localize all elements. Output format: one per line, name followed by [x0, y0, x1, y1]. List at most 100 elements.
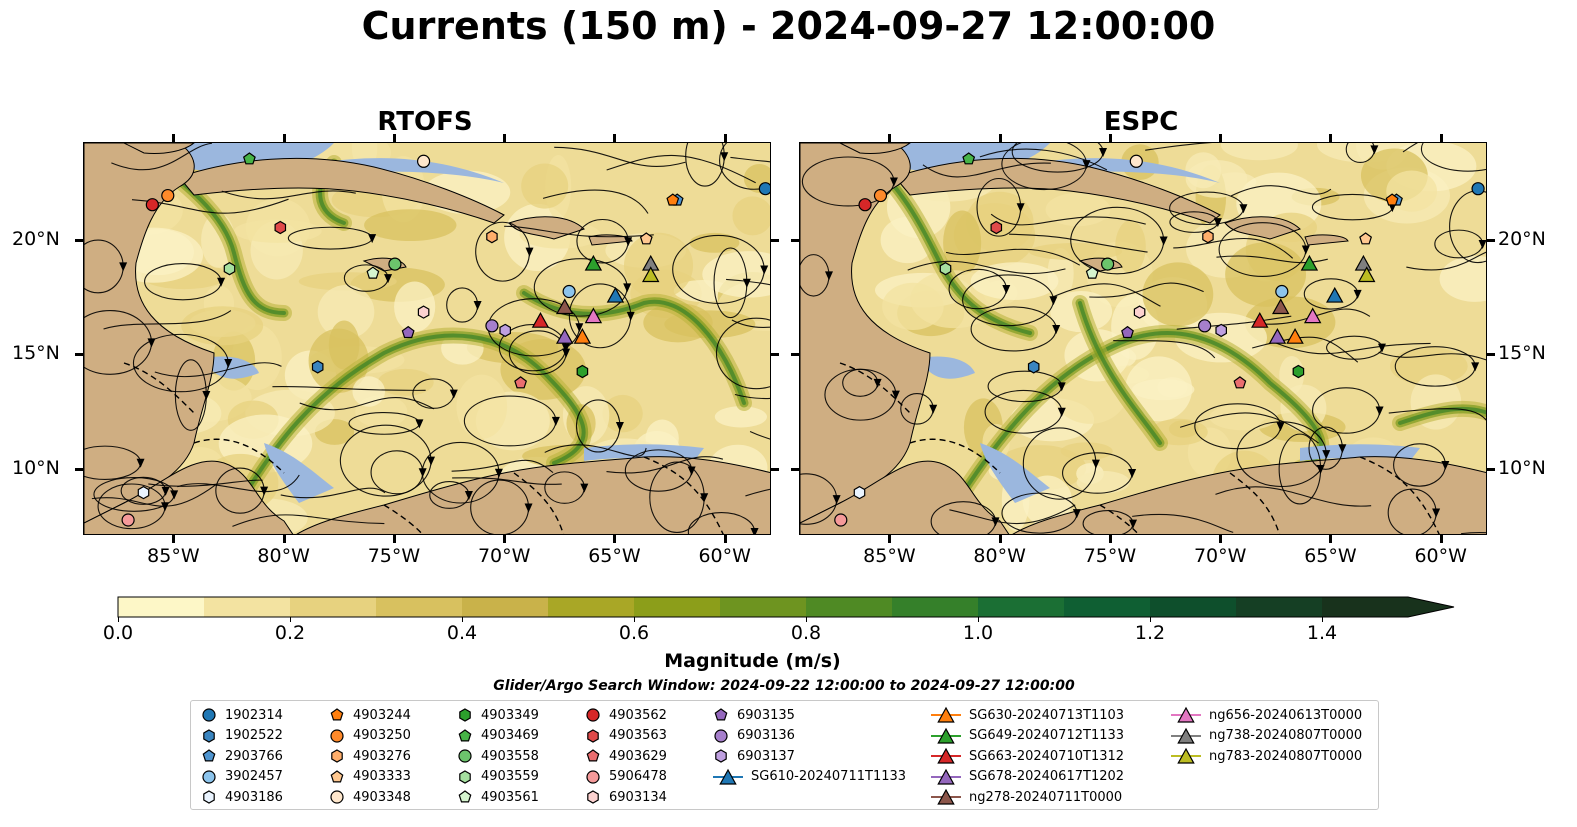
search-window-text: Glider/Argo Search Window: 2024-09-22 12…	[493, 678, 1075, 694]
colorbar-segment	[1322, 597, 1409, 617]
triangle-marker	[555, 327, 574, 344]
speed-patch	[943, 210, 982, 276]
legend-marker-icon	[1171, 747, 1201, 764]
speed-patch	[352, 376, 386, 407]
legend-label: 1902314	[225, 707, 283, 723]
streamline-arrow	[562, 348, 571, 358]
streamline	[1050, 283, 1161, 307]
streamline-arrow	[1082, 160, 1091, 170]
speed-patch	[181, 306, 264, 346]
colorbar-segment	[1236, 597, 1323, 617]
lon-label: 60°W	[1414, 545, 1467, 567]
streamline	[177, 474, 300, 492]
legend-item: 4903558	[457, 747, 539, 765]
legend-marker-icon	[330, 708, 344, 721]
lon-label: 75°W	[1083, 545, 1137, 567]
legend-label: 6903135	[737, 707, 795, 723]
streamline-arrow	[464, 490, 473, 500]
colorbar-tick-mark	[978, 617, 979, 622]
colorbar-tick-label: 0.0	[102, 622, 134, 644]
streamline-arrow	[384, 274, 393, 284]
pentagon-marker	[458, 728, 472, 741]
hexagon-marker	[137, 485, 150, 500]
legend-label: SG663-20240710T1312	[969, 748, 1125, 764]
circle-marker	[416, 154, 431, 168]
streamline-arrow	[561, 343, 570, 353]
triangle-marker	[1177, 706, 1195, 723]
legend-item: SG649-20240712T1133	[931, 727, 1124, 745]
streamline	[1132, 513, 1234, 533]
lat-label: 20°N	[12, 228, 60, 251]
streamline	[1265, 308, 1371, 325]
lon-tick	[1219, 535, 1223, 543]
streamline-arrow	[551, 416, 560, 426]
colorbar-segment	[118, 597, 205, 617]
speed-patch	[1060, 442, 1113, 461]
lon-tick	[503, 134, 507, 142]
pentagon-marker	[962, 152, 976, 165]
pentagon-marker	[1085, 266, 1099, 279]
legend-marker-icon	[203, 790, 215, 804]
legend-label: 4903276	[353, 748, 411, 764]
streamline-arrow	[700, 493, 709, 503]
streamline-arrow	[1375, 406, 1384, 416]
legend-item: SG678-20240617T1202	[931, 768, 1124, 786]
triangle-marker	[1326, 286, 1344, 303]
circle-marker	[485, 319, 499, 333]
circle-marker	[161, 188, 175, 203]
streamline	[280, 487, 386, 499]
streamline-arrow	[873, 378, 882, 388]
streamline	[103, 310, 232, 330]
legend-item: 4903629	[585, 747, 667, 765]
land-mass	[839, 143, 911, 154]
pentagon-marker	[401, 325, 415, 339]
triangle-marker	[1251, 312, 1269, 328]
streamline-arrow	[1432, 508, 1441, 518]
colorbar-tick-mark	[1150, 617, 1151, 622]
lon-tick	[1439, 535, 1443, 543]
legend-label: 6903134	[609, 789, 667, 805]
legend-item: SG610-20240711T1133	[713, 768, 906, 786]
legend-label: SG678-20240617T1202	[969, 769, 1125, 784]
legend-item: 6903137	[713, 747, 795, 765]
triangle-marker	[1354, 254, 1373, 271]
legend-marker-icon	[713, 768, 743, 785]
current-jet	[232, 333, 586, 515]
streamline-arrow	[624, 237, 633, 247]
streamline-arrow	[1338, 444, 1347, 454]
speed-patch	[714, 406, 767, 428]
streamline-arrow	[1052, 324, 1061, 334]
circle-marker	[121, 513, 135, 527]
lat-label: 10°N	[12, 456, 60, 479]
lon-tick	[172, 134, 176, 142]
pentagon-marker	[586, 749, 600, 762]
circle-marker	[858, 198, 872, 212]
streamline	[945, 248, 1081, 266]
pentagon-marker	[639, 232, 653, 245]
legend-marker-icon	[202, 708, 216, 722]
streamline-arrow	[750, 527, 759, 534]
legend-marker-icon	[458, 790, 472, 803]
streamline	[111, 143, 213, 171]
legend-marker-icon	[587, 790, 599, 804]
legend-item: 4903333	[329, 768, 411, 786]
shallow-water	[1035, 158, 1220, 183]
triangle-marker	[1286, 327, 1304, 344]
legend-marker-icon	[586, 708, 600, 722]
colorbar-tick-mark	[634, 617, 635, 622]
legend-marker-icon	[330, 728, 344, 743]
lat-tick	[771, 467, 779, 471]
legend-label: SG630-20240713T1103	[969, 707, 1125, 723]
streamline-arrow	[427, 456, 436, 466]
streamline-arrow	[170, 490, 179, 500]
streamline	[299, 397, 435, 411]
hexagon-marker	[939, 262, 952, 276]
triangle-marker	[555, 298, 574, 315]
colorbar-segment	[462, 597, 549, 617]
streamline-arrow	[1322, 450, 1331, 460]
land-mass	[178, 157, 505, 224]
streamline-arrow	[991, 517, 1000, 527]
shallow-water	[920, 356, 975, 379]
land-mass	[84, 460, 294, 534]
legend-marker-icon	[1171, 706, 1201, 723]
